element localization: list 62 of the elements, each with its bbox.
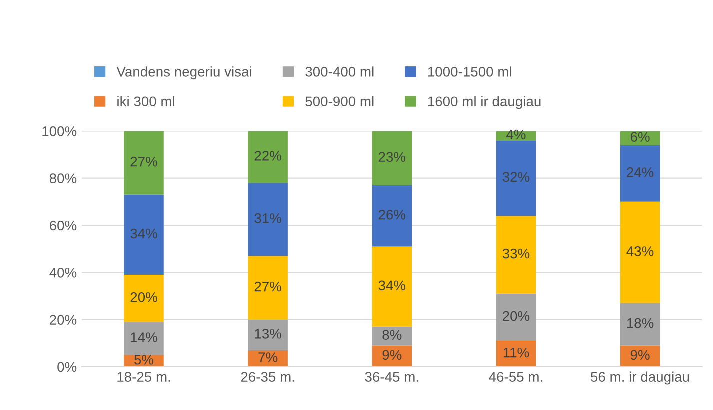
bar xyxy=(248,256,288,320)
data-label: 23% xyxy=(378,152,406,162)
y-tick-label: 80% xyxy=(50,174,77,184)
data-label: 6% xyxy=(630,132,650,142)
bar xyxy=(372,346,412,367)
data-label: 22% xyxy=(254,151,282,161)
bar xyxy=(620,145,660,202)
data-label: 32% xyxy=(502,172,530,182)
data-label: 9% xyxy=(630,350,650,360)
data-label: 34% xyxy=(378,280,406,291)
data-label: 27% xyxy=(130,156,158,167)
bar xyxy=(620,346,660,367)
data-label: 20% xyxy=(503,311,530,322)
data-label: 14% xyxy=(131,332,158,342)
y-tick-label: 20% xyxy=(50,315,77,325)
legend-label: 1600 ml ir daugiau xyxy=(428,96,541,110)
x-tick-label: 36-45 m. xyxy=(365,372,418,382)
bar xyxy=(124,275,164,322)
bar xyxy=(372,246,412,327)
data-label: 4% xyxy=(506,130,526,140)
x-tick-label: 46-55 m. xyxy=(489,372,542,382)
bar xyxy=(620,202,660,304)
x-tick-label: 26-35 m. xyxy=(241,372,294,382)
data-label: 31% xyxy=(254,214,282,224)
y-tick-label: 60% xyxy=(50,220,77,231)
data-label: 27% xyxy=(254,282,282,292)
bar xyxy=(372,131,412,186)
legend-label: 300-400 ml xyxy=(306,66,374,77)
legend-label: 1000-1500 ml xyxy=(428,66,512,77)
x-tick-label: 18-25 m. xyxy=(118,372,170,382)
bar xyxy=(124,131,164,195)
legend-label: iki 300 ml xyxy=(118,96,174,107)
bar xyxy=(496,216,536,294)
data-label: 5% xyxy=(134,355,154,365)
data-label: 11% xyxy=(504,348,530,358)
bar xyxy=(248,183,288,256)
y-tick-label: 40% xyxy=(50,268,77,278)
data-label: 20% xyxy=(130,292,158,302)
legend-label: 500-900 ml xyxy=(306,96,374,107)
bar xyxy=(496,140,536,216)
x-tick-label: 56 m. ir daugiau xyxy=(591,372,690,385)
data-label: 34% xyxy=(130,228,158,239)
bar xyxy=(620,303,660,346)
data-label: 33% xyxy=(502,248,530,259)
bar xyxy=(124,194,164,276)
bar xyxy=(496,294,536,342)
data-label: 8% xyxy=(382,330,402,340)
y-tick-label: 0% xyxy=(58,362,77,372)
bar xyxy=(496,341,536,367)
data-label: 24% xyxy=(627,168,654,178)
data-label: 43% xyxy=(626,246,654,256)
data-label: 26% xyxy=(378,210,406,220)
data-label: 9% xyxy=(382,350,402,360)
bar xyxy=(124,322,164,356)
bar xyxy=(248,131,288,184)
bar xyxy=(372,185,412,247)
bar xyxy=(248,320,288,350)
legend-label: Vandens negeriu visai xyxy=(116,66,252,80)
data-label: 7% xyxy=(258,352,278,362)
y-tick-label: 100% xyxy=(42,126,77,136)
data-label: 18% xyxy=(627,318,654,328)
data-label: 13% xyxy=(255,329,282,339)
